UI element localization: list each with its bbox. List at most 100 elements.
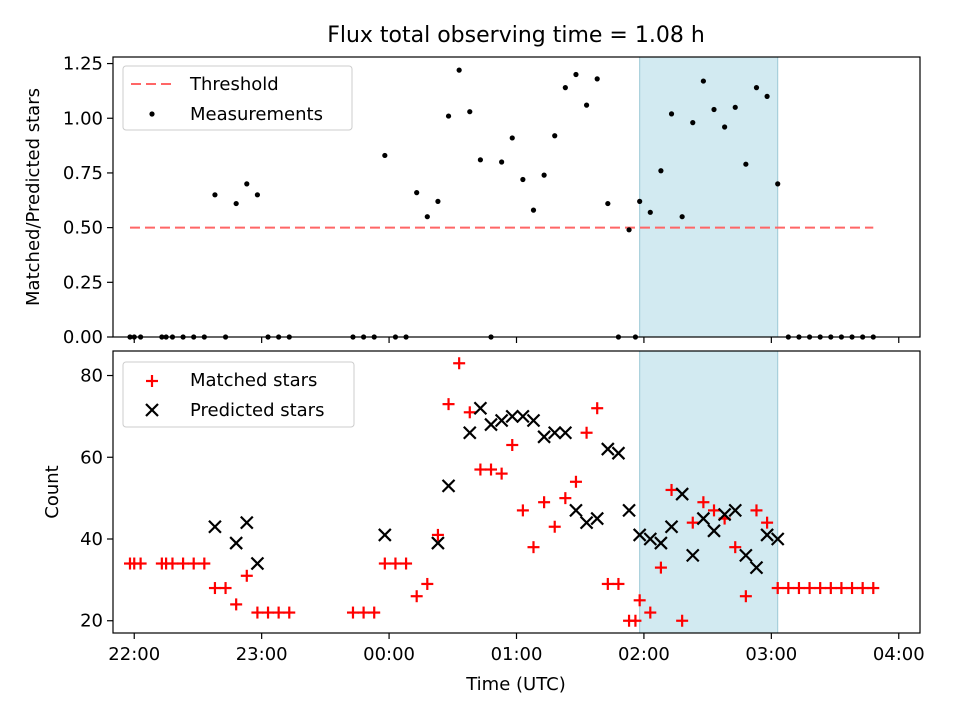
threshold-legend-label: Threshold bbox=[189, 74, 279, 95]
predicted-star-point bbox=[590, 511, 604, 526]
predicted-star-point bbox=[664, 519, 679, 534]
matched-star-point bbox=[283, 606, 296, 619]
top-legend-box bbox=[122, 65, 353, 131]
bottom-legend-box bbox=[122, 361, 355, 428]
measurement-point bbox=[743, 161, 749, 167]
measurement-point bbox=[520, 176, 526, 183]
matched-star-point bbox=[272, 606, 285, 619]
measurement-point bbox=[647, 209, 653, 215]
matched-star-point bbox=[431, 528, 444, 541]
matched-star-point bbox=[240, 569, 253, 582]
bottom-y-tick-label: 40 bbox=[80, 529, 103, 550]
measurement-point bbox=[764, 93, 770, 99]
matched-star-point bbox=[134, 557, 147, 570]
matched-star-point bbox=[814, 582, 827, 595]
matched-star-point bbox=[739, 590, 752, 603]
predicted-star-point bbox=[240, 515, 254, 530]
measurement-point bbox=[424, 214, 430, 220]
top-shaded-region bbox=[639, 56, 779, 338]
x-tick-label: 04:00 bbox=[873, 644, 925, 665]
measurement-point bbox=[254, 192, 261, 198]
chart-title: Flux total observing time = 1.08 h bbox=[327, 23, 705, 48]
matched-star-point bbox=[629, 614, 642, 627]
measurement-point bbox=[445, 113, 452, 119]
predicted-star-point bbox=[601, 442, 615, 456]
measurement-point bbox=[233, 200, 239, 207]
predicted-star-point bbox=[250, 556, 265, 571]
predicted-star-point bbox=[696, 511, 711, 526]
matched-star-point bbox=[601, 577, 614, 590]
matched-star-point bbox=[771, 582, 784, 595]
bottom-x-axis: 22:00 23:00 00:00 01:00 02:00 03:00 04:00 bbox=[108, 633, 925, 665]
top-legend: Threshold Measurements bbox=[122, 65, 353, 131]
measurement-point bbox=[690, 120, 696, 126]
top-y-axis: 0.00 0.25 0.50 0.75 1.00 1.25 bbox=[63, 54, 113, 348]
matched-star-point bbox=[782, 582, 795, 595]
predicted-star-point bbox=[505, 409, 520, 424]
matched-star-point bbox=[803, 582, 816, 595]
measurement-point bbox=[711, 106, 717, 113]
x-tick-label: 23:00 bbox=[236, 644, 288, 665]
measurement-point bbox=[477, 157, 483, 163]
matched-star-point bbox=[198, 557, 211, 570]
predicted-star-point bbox=[484, 417, 498, 432]
predicted-star-point bbox=[632, 528, 647, 542]
top-y-tick-label: 0.75 bbox=[63, 163, 103, 184]
predicted-star-point bbox=[526, 413, 541, 428]
predicted-star-point bbox=[378, 528, 392, 542]
matched-star-point bbox=[421, 577, 434, 590]
predicted-star-point bbox=[547, 425, 562, 440]
measurement-point bbox=[637, 198, 643, 204]
predicted-star-point bbox=[558, 425, 573, 440]
matched-legend-label: Matched stars bbox=[190, 370, 317, 391]
predicted-star-point bbox=[431, 536, 445, 550]
matched-star-point bbox=[654, 561, 667, 574]
predicted-star-point bbox=[717, 507, 732, 522]
matched-star-point bbox=[187, 557, 200, 570]
bottom-y-tick-label: 20 bbox=[80, 611, 103, 632]
predicted-star-point bbox=[473, 401, 488, 415]
measurement-point bbox=[732, 104, 738, 110]
matched-star-point bbox=[824, 582, 837, 595]
matched-star-point bbox=[357, 606, 370, 619]
bottom-legend: Matched stars Predicted stars bbox=[122, 361, 355, 428]
matched-star-point bbox=[410, 590, 423, 603]
predicted-star-point bbox=[463, 425, 477, 440]
measurement-point bbox=[467, 109, 473, 115]
bottom-y-axis-label: Count bbox=[42, 465, 63, 518]
measurement-point bbox=[456, 67, 462, 73]
measurement-point bbox=[414, 190, 420, 196]
matched-star-point bbox=[495, 467, 508, 480]
matched-star-point bbox=[506, 439, 519, 451]
matched-star-point bbox=[686, 516, 699, 529]
matched-star-point bbox=[538, 496, 551, 509]
predicted-star-point bbox=[675, 487, 689, 501]
top-y-tick-label: 0.25 bbox=[63, 272, 103, 293]
bottom-y-tick-label: 80 bbox=[80, 366, 103, 387]
matched-star-point bbox=[846, 582, 859, 595]
measurement-point bbox=[509, 135, 515, 141]
matched-star-point bbox=[230, 598, 243, 611]
x-tick-label: 00:00 bbox=[363, 644, 415, 665]
predicted-stars-points bbox=[208, 401, 785, 575]
measurement-point bbox=[530, 207, 537, 213]
bottom-y-axis: 20 40 60 80 bbox=[80, 366, 113, 632]
x-axis-label: Time (UTC) bbox=[465, 674, 566, 695]
matched-star-point bbox=[867, 582, 880, 595]
matched-star-point bbox=[569, 475, 582, 488]
matched-star-point bbox=[835, 582, 848, 595]
x-tick-label: 01:00 bbox=[491, 644, 543, 665]
predicted-star-point bbox=[611, 446, 626, 460]
measurement-point bbox=[753, 85, 760, 91]
top-y-tick-label: 1.00 bbox=[63, 108, 103, 129]
matched-star-point bbox=[580, 426, 593, 439]
measurement-point bbox=[626, 227, 632, 233]
predicted-legend-label: Predicted stars bbox=[190, 400, 324, 421]
predicted-star-point bbox=[229, 536, 243, 550]
measurements-legend-label: Measurements bbox=[190, 104, 323, 125]
measurement-point bbox=[435, 198, 441, 204]
measurement-point bbox=[605, 200, 611, 207]
matched-star-point bbox=[516, 504, 529, 517]
top-y-tick-label: 1.25 bbox=[63, 54, 103, 75]
